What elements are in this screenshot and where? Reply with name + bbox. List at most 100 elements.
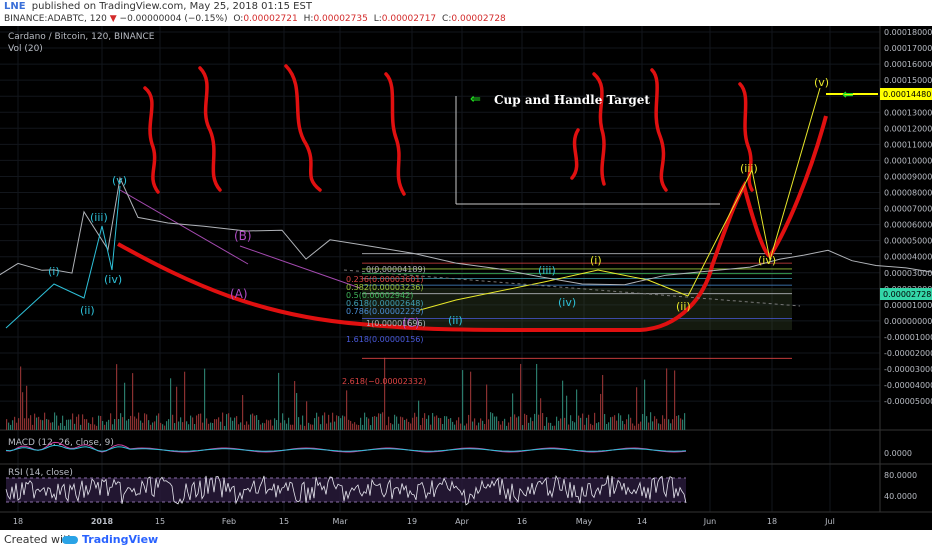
volume-bar bbox=[500, 424, 502, 430]
open-label: O: bbox=[233, 14, 244, 24]
x-tick-label: Jul bbox=[824, 517, 835, 526]
volume-bar bbox=[648, 422, 650, 430]
volume-bar bbox=[580, 417, 582, 430]
volume-bar bbox=[348, 419, 350, 430]
volume-bar bbox=[490, 412, 492, 430]
y-tick-label: 0.00018000 bbox=[884, 28, 932, 37]
volume-bar bbox=[626, 419, 628, 430]
volume-bar bbox=[106, 421, 108, 430]
volume-bar bbox=[614, 415, 616, 430]
volume-bar bbox=[276, 419, 278, 430]
price-chart[interactable]: (i) (ii) (iii) (iv) (v) (B) (A) (C) (ii)… bbox=[0, 26, 932, 530]
volume-bar bbox=[158, 413, 160, 430]
volume-bar bbox=[338, 416, 340, 430]
tradingview-brand[interactable]: TradingView bbox=[82, 533, 159, 546]
volume-bar bbox=[250, 414, 252, 430]
wave-label-v: (v) bbox=[112, 174, 127, 187]
volume-bar bbox=[524, 413, 526, 430]
volume-bar bbox=[522, 425, 524, 430]
volume-bar bbox=[504, 418, 506, 430]
volume-bar bbox=[146, 414, 148, 430]
volume-bar bbox=[148, 420, 150, 430]
volume-bar bbox=[220, 421, 222, 430]
left-arrow-icon: ⇐ bbox=[470, 92, 481, 107]
volume-bar bbox=[346, 390, 348, 430]
volume-bar bbox=[638, 423, 640, 430]
high-value: 0.00002735 bbox=[313, 14, 368, 24]
volume-bar bbox=[554, 425, 556, 430]
rsi-axis-40: 40.0000 bbox=[884, 492, 917, 501]
x-tick-label: 15 bbox=[279, 517, 289, 526]
volume-bar bbox=[506, 425, 508, 430]
y-tick-label: 0.00001000 bbox=[884, 301, 932, 310]
volume-bar bbox=[34, 413, 36, 430]
wave-labels: (i) (ii) (iii) (iv) (v) (B) (A) (C) (ii)… bbox=[48, 76, 829, 330]
volume-bar bbox=[330, 422, 332, 430]
volume-bar bbox=[400, 416, 402, 430]
volume-bar bbox=[340, 418, 342, 430]
fib-label-1618: 1.618(0.00000156) bbox=[346, 335, 424, 344]
volume-bar bbox=[114, 419, 116, 430]
purple-channel-upper bbox=[119, 189, 249, 265]
volume-bar bbox=[254, 415, 256, 430]
volume-bar bbox=[274, 418, 276, 430]
volume-bar bbox=[402, 417, 404, 430]
volume-bar bbox=[494, 416, 496, 430]
volume-bar bbox=[508, 422, 510, 430]
author-brand[interactable]: LNE bbox=[4, 1, 26, 12]
volume-bar bbox=[398, 423, 400, 430]
volume-bar bbox=[364, 412, 366, 430]
x-tick-label: May bbox=[576, 517, 593, 526]
volume-bar bbox=[312, 424, 314, 430]
volume-bar bbox=[444, 416, 446, 430]
volume-bar bbox=[414, 412, 416, 430]
volume-bar bbox=[466, 423, 468, 430]
fib-lines bbox=[362, 253, 792, 359]
volume-bar bbox=[664, 418, 666, 430]
volume-bar bbox=[238, 424, 240, 430]
close-value: 0.00002728 bbox=[451, 14, 506, 24]
volume-bar bbox=[562, 380, 564, 430]
volume-bar bbox=[496, 416, 498, 430]
time-axis[interactable]: 18 2018 15 Feb 15 Mar 19 Apr 16 May 14 Jun 18 Jul bbox=[13, 517, 835, 526]
y-tick-label: 0.00008000 bbox=[884, 189, 932, 198]
volume-bar bbox=[636, 387, 638, 430]
volume-bar bbox=[520, 363, 522, 430]
volume-bar bbox=[424, 413, 426, 430]
y-tick-label: 0.00010000 bbox=[884, 156, 932, 165]
volume-bar bbox=[578, 415, 580, 430]
volume-bars bbox=[6, 357, 686, 430]
volume-bar bbox=[22, 392, 24, 430]
volume-bar bbox=[640, 421, 642, 430]
volume-bar bbox=[322, 415, 324, 430]
volume-bar bbox=[94, 424, 96, 430]
volume-bar bbox=[334, 421, 336, 430]
volume-bar bbox=[526, 414, 528, 430]
volume-bar bbox=[178, 421, 180, 430]
volume-bar bbox=[16, 422, 18, 430]
volume-bar bbox=[328, 414, 330, 430]
volume-bar bbox=[236, 416, 238, 430]
volume-bar bbox=[266, 419, 268, 430]
squiggle-5 bbox=[570, 128, 580, 180]
volume-bar bbox=[622, 420, 624, 430]
volume-bar bbox=[380, 413, 382, 430]
dashed-trendline bbox=[343, 269, 801, 307]
volume-bar bbox=[188, 424, 190, 430]
volume-bar bbox=[258, 419, 260, 430]
volume-bar bbox=[378, 413, 380, 430]
volume-bar bbox=[82, 414, 84, 430]
volume-bar bbox=[62, 415, 64, 430]
volume-bar bbox=[450, 418, 452, 430]
fib-retracement bbox=[362, 253, 792, 359]
volume-bar bbox=[418, 400, 420, 430]
volume-bar bbox=[296, 393, 298, 430]
volume-bar bbox=[566, 395, 568, 430]
volume-bar bbox=[632, 423, 634, 430]
volume-bar bbox=[228, 413, 230, 430]
volume-bar bbox=[548, 422, 550, 430]
volume-bar bbox=[390, 423, 392, 430]
rsi-axis-80: 80.0000 bbox=[884, 471, 917, 480]
volume-bar bbox=[136, 418, 138, 430]
chart-legend: Cardano / Bitcoin, 120, BINANCE Vol (20)… bbox=[8, 32, 155, 478]
